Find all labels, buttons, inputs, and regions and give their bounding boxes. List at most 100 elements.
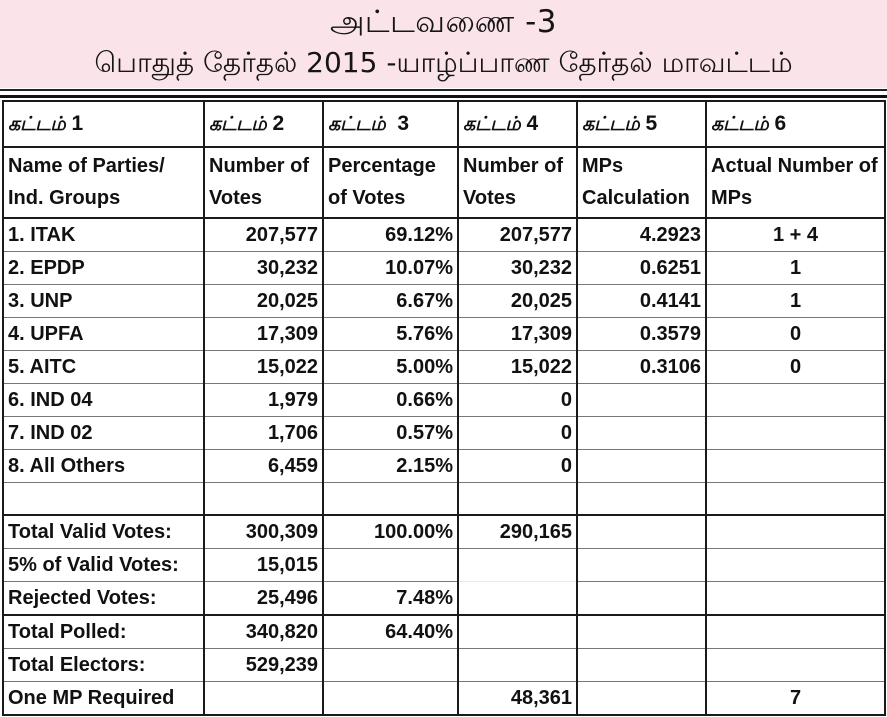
party-name: 5. AITC [2,350,205,384]
percentage: 100.00% [322,513,459,549]
actual-mps [705,580,886,615]
actual-mps: 1 + 4 [705,217,886,252]
votes-eligible: 20,025 [457,284,578,318]
mps-calculation: 0.3106 [576,350,707,384]
party-name: 7. IND 02 [2,416,205,450]
votes: 15,022 [203,350,324,384]
mps-calculation: 0.4141 [576,284,707,318]
header-mps-calculation: MPs Calculation [576,146,707,219]
actual-mps: 0 [705,350,886,384]
actual-mps: 7 [705,680,886,716]
mps-calculation [576,383,707,417]
actual-mps [705,416,886,450]
mps-calculation: 0.6251 [576,251,707,285]
column-label-4: கட்டம் 4 [457,100,578,148]
column-number-row: கட்டம் 1 கட்டம் 2 கட்டம் 3 கட்டம் 4 கட்ட… [2,100,886,148]
summary-label: Rejected Votes: [2,580,205,615]
summary-row-rejected: Rejected Votes: 25,496 7.48% [2,580,886,615]
percentage: 0.66% [322,383,459,417]
results-table: கட்டம் 1 கட்டம் 2 கட்டம் 3 கட்டம் 4 கட்ட… [2,100,886,716]
votes: 1,979 [203,383,324,417]
percentage [322,547,459,582]
votes-eligible [457,647,578,682]
divider-line [0,95,887,98]
table-row: 7. IND 02 1,706 0.57% 0 [2,416,886,450]
summary-label: Total Valid Votes: [2,513,205,549]
table-row: 1. ITAK 207,577 69.12% 207,577 4.2923 1 … [2,217,886,252]
votes [203,680,324,716]
votes-eligible [457,547,578,582]
percentage: 5.76% [322,317,459,351]
votes-eligible: 48,361 [457,680,578,716]
summary-row-one-mp-required: One MP Required 48,361 7 [2,680,886,716]
percentage: 2.15% [322,449,459,483]
votes-eligible: 290,165 [457,513,578,549]
header-row: Name of Parties/ Ind. Groups Number of V… [2,146,886,219]
table-row: 2. EPDP 30,232 10.07% 30,232 0.6251 1 [2,251,886,285]
summary-row-total-electors: Total Electors: 529,239 [2,647,886,682]
actual-mps [705,383,886,417]
percentage [322,680,459,716]
mps-calculation [576,416,707,450]
party-name: 4. UPFA [2,317,205,351]
empty-cell [203,482,324,515]
votes-eligible: 0 [457,416,578,450]
votes: 207,577 [203,217,324,252]
votes: 17,309 [203,317,324,351]
header-actual-mps: Actual Number of MPs [705,146,886,219]
mps-calculation [576,647,707,682]
table-row: 5. AITC 15,022 5.00% 15,022 0.3106 0 [2,350,886,384]
table-row: 3. UNP 20,025 6.67% 20,025 0.4141 1 [2,284,886,318]
empty-cell [576,482,707,515]
votes: 20,025 [203,284,324,318]
header-party-name: Name of Parties/ Ind. Groups [2,146,205,219]
percentage: 0.57% [322,416,459,450]
table-row: 6. IND 04 1,979 0.66% 0 [2,383,886,417]
mps-calculation [576,613,707,649]
actual-mps [705,613,886,649]
column-label-5: கட்டம் 5 [576,100,707,148]
party-name: 2. EPDP [2,251,205,285]
table-row: 8. All Others 6,459 2.15% 0 [2,449,886,483]
actual-mps [705,449,886,483]
votes: 340,820 [203,613,324,649]
summary-row-five-percent: 5% of Valid Votes: 15,015 [2,547,886,582]
summary-label: 5% of Valid Votes: [2,547,205,582]
empty-cell [2,482,205,515]
party-name: 1. ITAK [2,217,205,252]
percentage: 7.48% [322,580,459,615]
percentage: 64.40% [322,613,459,649]
votes-eligible [457,613,578,649]
actual-mps [705,513,886,549]
header-percentage: Percentage of Votes [322,146,459,219]
votes: 30,232 [203,251,324,285]
votes-eligible: 207,577 [457,217,578,252]
table-row: 4. UPFA 17,309 5.76% 17,309 0.3579 0 [2,317,886,351]
mps-calculation: 0.3579 [576,317,707,351]
column-label-1: கட்டம் 1 [2,100,205,148]
votes-eligible: 17,309 [457,317,578,351]
actual-mps [705,647,886,682]
column-label-3: கட்டம் 3 [322,100,459,148]
mps-calculation [576,680,707,716]
actual-mps [705,547,886,582]
actual-mps: 1 [705,251,886,285]
header-votes-eligible: Number of Votes [457,146,578,219]
mps-calculation [576,513,707,549]
votes-eligible: 0 [457,383,578,417]
empty-cell [457,482,578,515]
title-banner: அட்டவணை -3 பொதுத் தேர்தல் 2015 -யாழ்ப்பா… [0,0,887,88]
percentage [322,647,459,682]
empty-cell [322,482,459,515]
votes: 300,309 [203,513,324,549]
votes: 1,706 [203,416,324,450]
header-votes: Number of Votes [203,146,324,219]
table-title: அட்டவணை -3 [329,4,557,40]
column-label-6: கட்டம் 6 [705,100,886,148]
percentage: 69.12% [322,217,459,252]
votes-eligible: 30,232 [457,251,578,285]
summary-label: One MP Required [2,680,205,716]
actual-mps: 0 [705,317,886,351]
votes: 529,239 [203,647,324,682]
column-label-2: கட்டம் 2 [203,100,324,148]
